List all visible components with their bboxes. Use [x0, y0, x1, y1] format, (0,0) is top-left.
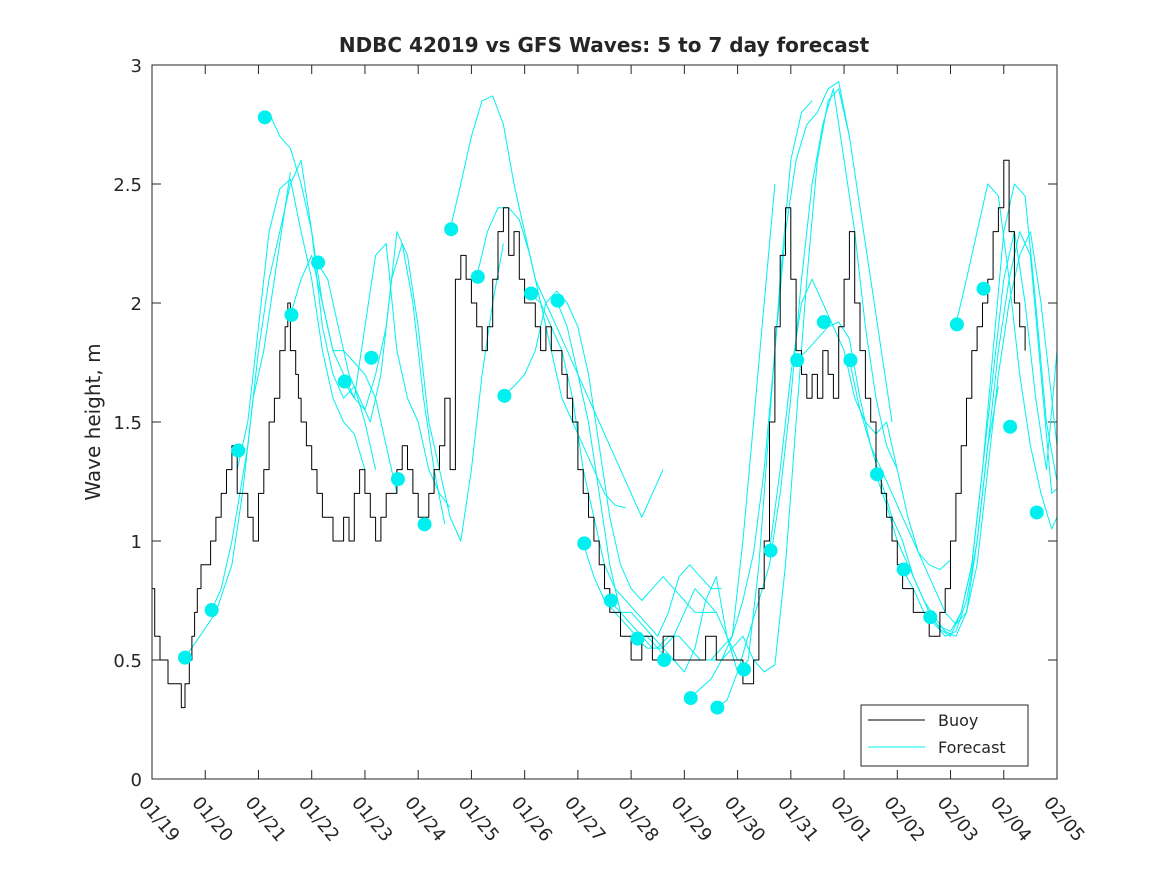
forecast-start-marker	[976, 281, 991, 296]
forecast-start-marker	[1003, 419, 1018, 434]
y-tick-labels: 0 0.5 1 1.5 2 2.5 3	[113, 56, 142, 791]
forecast-series-line-23	[928, 231, 1058, 632]
y-tick-label: 3	[131, 56, 142, 77]
forecast-series-line-15	[636, 88, 850, 673]
plot-area	[152, 65, 1057, 779]
forecast-start-marker	[630, 631, 645, 646]
forecast-series-line-19	[795, 321, 999, 637]
forecast-start-marker	[470, 269, 485, 284]
forecast-start-marker	[204, 603, 219, 618]
y-tick-label: 1.5	[113, 413, 142, 434]
buoy-line	[152, 159, 1026, 709]
forecast-start-marker	[178, 650, 193, 665]
forecast-start-marker	[790, 353, 805, 368]
forecast-start-marker	[657, 653, 672, 667]
forecast-start-marker	[497, 388, 512, 403]
forecast-start-marker	[710, 700, 725, 715]
forecast-start-marker	[870, 467, 885, 482]
forecast-series-line-12	[556, 300, 739, 661]
forecast-start-marker	[816, 315, 831, 330]
legend-box	[860, 704, 1029, 767]
forecast-start-marker	[231, 443, 246, 458]
forecast-start-marker	[683, 691, 698, 706]
forecast-series-line-3	[236, 178, 366, 470]
forecast-series-line-14	[609, 100, 813, 673]
forecast-start-marker	[1029, 505, 1044, 520]
legend-buoy-label: Buoy	[938, 711, 978, 730]
forecast-start-marker	[364, 350, 379, 365]
forecast-series-line-7	[343, 231, 504, 542]
forecast-start-marker	[736, 662, 751, 677]
forecast-start-marker	[444, 222, 459, 237]
forecast-start-marker	[524, 286, 539, 301]
y-tick-label: 0	[131, 770, 142, 791]
y-tick-label: 2.5	[113, 175, 142, 196]
forecast-start-marker	[311, 255, 326, 270]
y-tick-label: 2	[131, 294, 142, 315]
forecast-series-line-8	[449, 95, 664, 518]
forecast-start-marker	[896, 562, 911, 577]
y-axis-label: Wave height, m	[81, 343, 105, 500]
forecast-start-marker	[550, 293, 565, 308]
forecast-series-line-6	[316, 243, 446, 525]
forecast-markers	[178, 110, 1044, 715]
forecast-start-marker	[577, 536, 592, 551]
forecast-series-line-17	[716, 88, 898, 709]
tick-marks	[151, 64, 1058, 780]
forecast-start-marker	[284, 307, 299, 322]
plot-border	[151, 64, 1058, 780]
forecast-series-line-5	[289, 243, 451, 508]
forecast-lines	[184, 81, 1058, 709]
forecast-start-marker	[417, 517, 432, 532]
forecast-start-marker	[603, 593, 618, 608]
y-tick-label: 0.5	[113, 651, 142, 672]
forecast-series-line-16	[689, 81, 893, 699]
forecast-start-marker	[923, 610, 938, 625]
y-tick-label: 1	[131, 532, 142, 553]
forecast-start-marker	[257, 110, 272, 125]
forecast-series-line-10	[503, 290, 717, 613]
forecast-start-marker	[843, 353, 858, 368]
legend-forecast-label: Forecast	[938, 738, 1006, 757]
forecast-start-marker	[949, 317, 964, 332]
forecast-start-marker	[390, 472, 405, 487]
legend: Buoy Forecast	[860, 704, 1029, 767]
forecast-series-line-24	[955, 183, 1058, 530]
chart-title: NDBC 42019 vs GFS Waves: 5 to 7 day fore…	[339, 33, 870, 57]
buoy-series-line	[152, 159, 1026, 709]
forecast-start-marker	[763, 543, 778, 558]
forecast-start-marker	[337, 374, 352, 389]
